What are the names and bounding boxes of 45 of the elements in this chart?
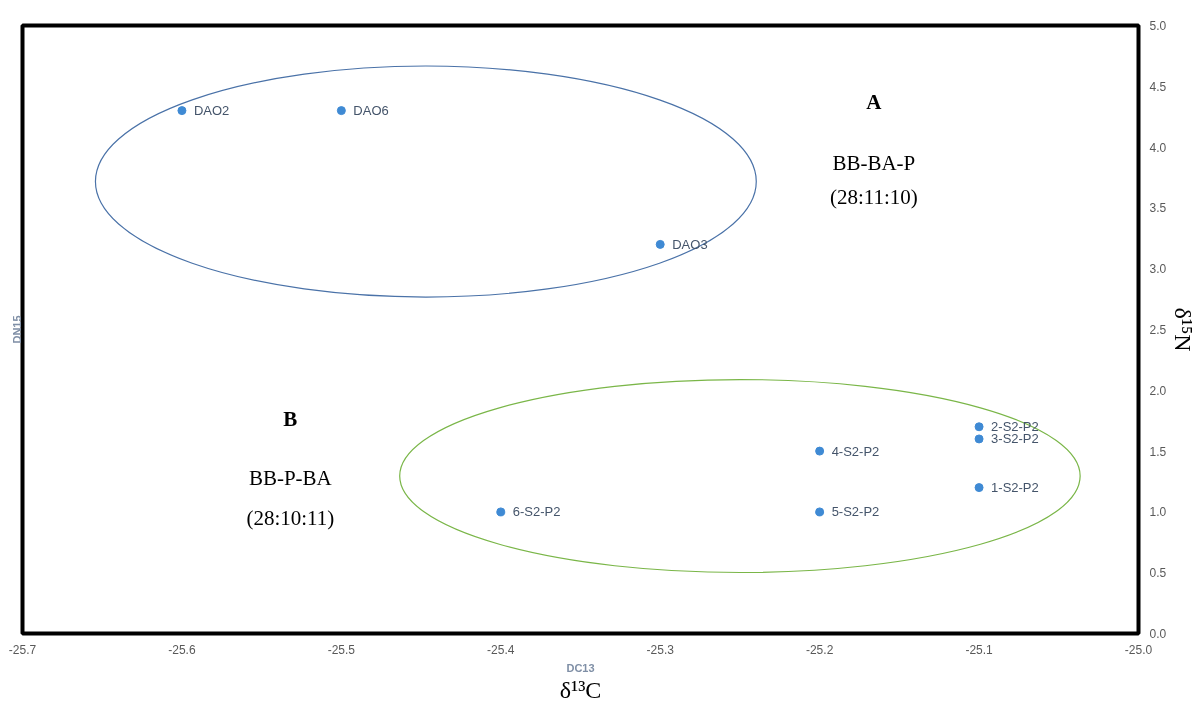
y-tick-label: 1.0 [1149, 505, 1167, 520]
y-axis-title: DN15 [10, 315, 23, 344]
annotation: (28:10:11) [246, 506, 335, 531]
text: δ¹³C [559, 676, 602, 703]
x-tick-label: -25.6 [168, 642, 196, 657]
x-axis-title: DC13 [566, 661, 595, 674]
y-tick-label: 3.0 [1149, 262, 1167, 277]
x-tick-label: -25.1 [965, 642, 994, 657]
y-tick-label: 4.0 [1149, 140, 1167, 155]
x-tick-label: -25.3 [646, 642, 675, 657]
point [974, 434, 984, 444]
y-tick-label: 1.5 [1149, 444, 1167, 459]
y-tick-label: 0.0 [1149, 627, 1167, 641]
point [655, 239, 665, 249]
y-tick-label: 2.5 [1149, 323, 1167, 337]
y-tick-label: 5.0 [1149, 19, 1167, 33]
point [815, 446, 825, 456]
y-tick-label: 4.5 [1149, 79, 1167, 94]
point [496, 507, 506, 517]
x-tick-label: -25.2 [805, 642, 834, 657]
data-label: DAO6 [353, 103, 389, 119]
data-label: DAO3 [672, 236, 708, 252]
data-label: 1-S2-P2 [991, 480, 1039, 496]
data-label: DAO2 [193, 103, 230, 119]
data-label: 6-S2-P2 [512, 504, 561, 520]
annotation: BB-BA-P [832, 150, 916, 175]
y-tick-label: 2.0 [1149, 383, 1167, 398]
text: δ¹⁵N [1169, 307, 1196, 352]
annotation: BB-P-BA [248, 466, 333, 491]
x-tick-label: -25.0 [1124, 642, 1153, 657]
point [974, 483, 984, 493]
point [815, 507, 825, 517]
data-label: 4-S2-P2 [831, 443, 880, 459]
annotation: (28:11:10) [829, 185, 918, 210]
x-tick-label: -25.4 [487, 642, 515, 657]
data-label: 5-S2-P2 [831, 504, 880, 520]
x-tick-label: -25.7 [8, 642, 37, 657]
x-tick-label: -25.5 [327, 642, 356, 657]
annotation: A [866, 89, 883, 114]
y-tick-label: 0.5 [1149, 566, 1167, 581]
point [974, 422, 984, 432]
point [177, 106, 187, 116]
annotation: B [283, 406, 298, 431]
point [336, 106, 346, 116]
y-tick-label: 3.5 [1149, 201, 1167, 216]
